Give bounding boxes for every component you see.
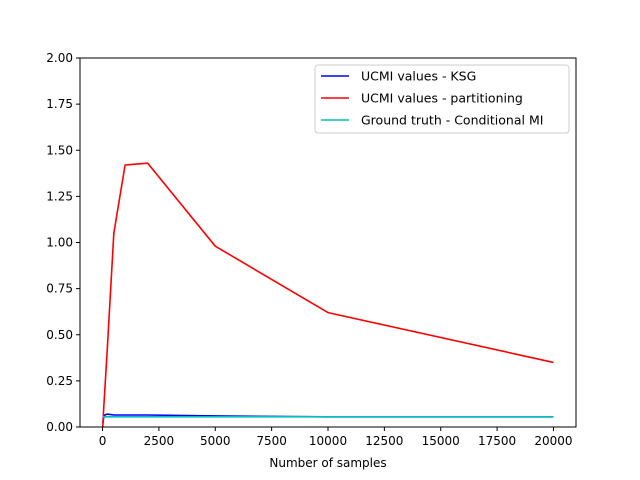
legend-label-0: UCMI values - KSG bbox=[361, 69, 476, 84]
y-tick-label: 0.50 bbox=[46, 328, 73, 342]
series-line-0 bbox=[101, 413, 554, 424]
y-tick-label: 1.75 bbox=[46, 97, 73, 111]
legend-label-2: Ground truth - Conditional MI bbox=[361, 113, 543, 128]
x-axis: 0 2500 5000 7500 10000 12500 15000 17500 20000 bbox=[99, 427, 573, 448]
y-tick-label: 1.00 bbox=[46, 236, 73, 250]
x-tick-label: 10000 bbox=[309, 434, 347, 448]
x-tick-label: 2500 bbox=[144, 434, 175, 448]
x-tick-label: 20000 bbox=[534, 434, 572, 448]
y-tick-label: 0.00 bbox=[46, 420, 73, 434]
legend: UCMI values - KSG UCMI values - partition… bbox=[314, 64, 570, 134]
legend-box bbox=[314, 64, 570, 134]
series-line-1 bbox=[101, 162, 554, 428]
y-tick-label: 1.25 bbox=[46, 189, 73, 203]
x-tick-label: 0 bbox=[99, 434, 107, 448]
y-tick-label: 1.50 bbox=[46, 143, 73, 157]
x-tick-label: 15000 bbox=[422, 434, 460, 448]
x-tick-label: 7500 bbox=[256, 434, 287, 448]
x-tick-label: 5000 bbox=[200, 434, 231, 448]
x-tick-label: 17500 bbox=[478, 434, 516, 448]
y-tick-label: 0.75 bbox=[46, 282, 73, 296]
y-tick-label: 0.25 bbox=[46, 374, 73, 388]
x-tick-label: 12500 bbox=[365, 434, 403, 448]
legend-label-1: UCMI values - partitioning bbox=[361, 91, 523, 106]
x-axis-label: Number of samples bbox=[269, 456, 386, 470]
series-layer bbox=[101, 162, 554, 428]
y-tick-label: 2.00 bbox=[46, 51, 73, 65]
y-axis: 0.00 0.25 0.50 0.75 1.00 1.25 1.50 1.75 2.00 bbox=[46, 51, 80, 434]
